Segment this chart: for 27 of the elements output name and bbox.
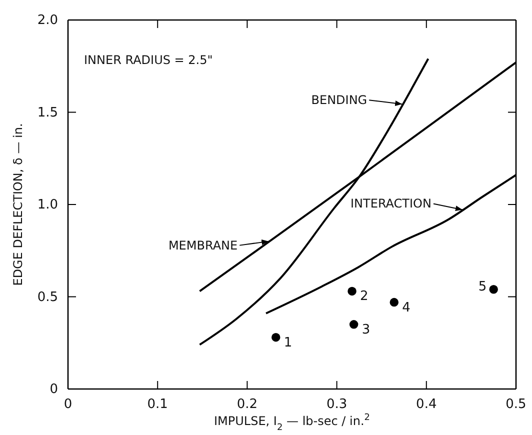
y-tick-label: 0	[50, 382, 58, 398]
annotation: 5	[478, 279, 487, 294]
point	[349, 320, 358, 329]
annotation: 2	[360, 289, 368, 304]
y-tick-label: 0.5	[37, 290, 58, 305]
y-tick-label: 2.0	[37, 13, 58, 28]
point	[390, 298, 399, 307]
legend-label: INTERACTION	[350, 196, 432, 211]
annotation: 4	[402, 300, 410, 316]
x-axis-title: IMPULSE, I$_{2}$ — lb-sec / in.$^{2}$	[214, 413, 370, 433]
x-tick-label: 0.4	[416, 397, 437, 412]
x-tick-label: 0.3	[326, 397, 348, 412]
point	[272, 332, 280, 342]
x-tick-label: 0	[64, 397, 72, 412]
annotation: 3	[362, 322, 370, 338]
point	[489, 285, 498, 294]
annotation: 1	[284, 335, 292, 350]
point	[348, 286, 356, 296]
x-tick-label: 0.2	[236, 397, 258, 412]
legend-label: MEMBRANE	[168, 238, 238, 252]
x-tick-label: 0.5	[506, 397, 526, 412]
x-tick-label: 0.1	[147, 397, 168, 412]
y-axis-title: EDGE DEFLECTION, δ — in.	[11, 123, 25, 286]
annotation: INNER RADIUS = 2.5"	[84, 53, 213, 67]
y-tick-label: 1.5	[37, 105, 58, 120]
y-tick-label: 1.0	[37, 198, 58, 213]
legend-label: BENDING	[311, 93, 368, 108]
